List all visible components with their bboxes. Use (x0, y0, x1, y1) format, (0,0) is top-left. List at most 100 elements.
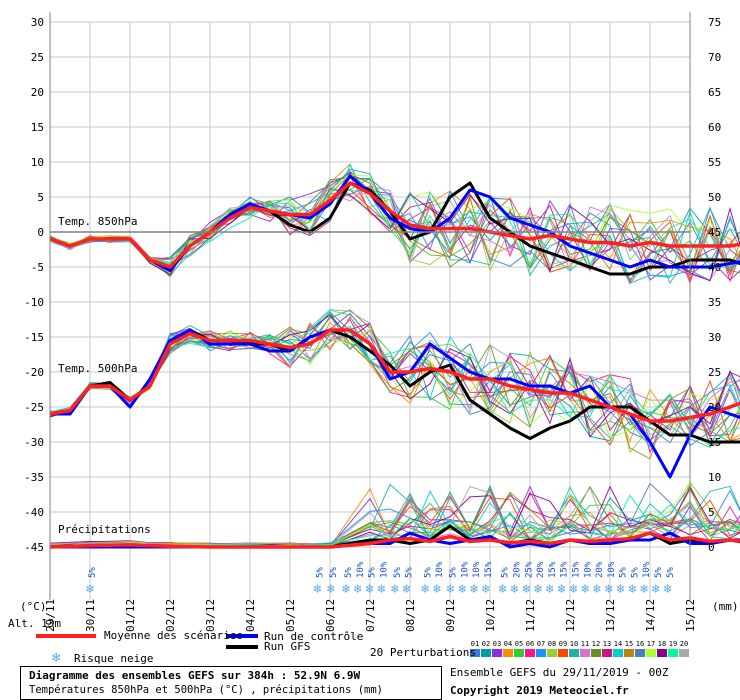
snow-risk-pct: 5% (619, 567, 629, 578)
x-tick-label: 03/12 (204, 599, 217, 632)
snow-flake-icon: ❄ (390, 582, 399, 597)
snow-flake-icon: ❄ (557, 582, 566, 597)
perturbation-number: 11 (581, 640, 589, 648)
mean-t500-line (49, 328, 740, 423)
perturbation-swatch (558, 649, 568, 657)
left-tick-label: -45 (24, 541, 44, 554)
snow-flake-icon: ❄ (639, 582, 648, 597)
snow-risk-pct: 15% (560, 561, 570, 578)
footer-ensemble: Ensemble GEFS du 29/11/2019 - 00Z (450, 666, 669, 679)
perturbation-number: 03 (493, 640, 501, 648)
snow-flake-icon: ❄ (498, 582, 507, 597)
x-tick-label: 14/12 (644, 599, 657, 632)
perturbation-number: 15 (625, 640, 633, 648)
snow-flake-icon: ❄ (568, 582, 577, 597)
snow-flake-icon: ❄ (663, 582, 672, 597)
left-tick-label: -25 (24, 401, 44, 414)
x-tick-label: 09/12 (444, 599, 457, 632)
snow-risk-pct: 10% (356, 561, 366, 578)
perturbation-line (49, 189, 740, 280)
perturbation-lines (49, 163, 740, 548)
perturbation-swatch (591, 649, 601, 657)
right-tick-label: 75 (708, 16, 721, 29)
perturbation-swatch (569, 649, 579, 657)
x-tick-label: 07/12 (364, 599, 377, 632)
perturbation-swatch (580, 649, 590, 657)
snow-flake-icon: ❄ (432, 582, 441, 597)
snow-flake-icon: ❄ (469, 582, 478, 597)
perturbation-number: 16 (636, 640, 644, 648)
legend-gfs-label: Run GFS (264, 640, 311, 653)
mean-t850-line (49, 181, 740, 269)
snow-risk-pct: 10% (435, 561, 445, 578)
main-series-lines (49, 174, 740, 549)
perturbation-number: 20 (680, 640, 688, 648)
left-tick-label: -20 (24, 366, 44, 379)
snow-risk-pct: 10% (607, 561, 617, 578)
perturbation-swatch (635, 649, 645, 657)
right-tick-label: 35 (708, 296, 721, 309)
perturbation-swatch (602, 649, 612, 657)
snow-flake-icon: ❄ (533, 582, 542, 597)
perturbation-number: 17 (647, 640, 655, 648)
mean-precip-line (49, 531, 740, 549)
snow-flake-icon: ❄ (446, 582, 455, 597)
perturbation-swatch (514, 649, 524, 657)
right-tick-label: 10 (708, 471, 721, 484)
x-tick-label: 13/12 (604, 599, 617, 632)
perturbation-number: 10 (570, 640, 578, 648)
perturbation-swatch (503, 649, 513, 657)
x-tick-label: 10/12 (484, 599, 497, 632)
perturbation-number: 05 (515, 640, 523, 648)
snow-flake-icon: ❄ (510, 582, 519, 597)
perturbation-swatch (492, 649, 502, 657)
left-tick-label: 20 (31, 86, 44, 99)
right-tick-label: 50 (708, 191, 721, 204)
left-tick-label: 15 (31, 121, 44, 134)
right-tick-label: 25 (708, 366, 721, 379)
left-tick-label: 30 (31, 16, 44, 29)
x-tick-label: 15/12 (684, 599, 697, 632)
perturbation-line (49, 494, 740, 547)
perturbation-number: 18 (658, 640, 666, 648)
right-tick-label: 30 (708, 331, 721, 344)
x-tick-label: 30/11 (84, 599, 97, 632)
snow-risk-pct: 5% (393, 567, 403, 578)
right-tick-label: 0 (708, 541, 715, 554)
perturbation-swatch (657, 649, 667, 657)
x-tick-label: 08/12 (404, 599, 417, 632)
perturbation-swatch (536, 649, 546, 657)
snow-flake-icon: ❄ (604, 582, 613, 597)
x-tick-label: 12/12 (564, 599, 577, 632)
snow-risk-pct: 5% (449, 567, 459, 578)
left-tick-label: 10 (31, 156, 44, 169)
snow-flake-icon: ❄ (616, 582, 625, 597)
snow-flake-icon: ❄ (365, 582, 374, 597)
snow-risk-pct: 20% (595, 561, 605, 578)
perturbation-line (49, 313, 740, 438)
snow-flake-icon: ❄ (420, 582, 429, 597)
right-tick-label: 45 (708, 226, 721, 239)
footer-box: Diagramme des ensembles GEFS sur 384h : … (20, 666, 442, 700)
snow-risk-pct: 10% (460, 561, 470, 578)
snow-flake-icon: ❄ (326, 582, 335, 597)
right-tick-label: 65 (708, 86, 721, 99)
perturbation-line (49, 189, 740, 283)
perturbation-swatch (679, 649, 689, 657)
left-tick-label: -15 (24, 331, 44, 344)
snow-risk-pct: 25% (524, 561, 534, 578)
t500-panel-label: Temp. 500hPa (58, 362, 137, 375)
left-tick-label: 25 (31, 51, 44, 64)
snow-risk-pct: 15% (571, 561, 581, 578)
left-axis-unit: (°C) (20, 600, 47, 613)
snow-flake-icon: ❄ (402, 582, 411, 597)
snow-flake-icon: ❄ (376, 582, 385, 597)
right-tick-label: 20 (708, 401, 721, 414)
snow-risk-pct: 10% (472, 561, 482, 578)
snow-risk-pct: 5% (344, 567, 354, 578)
perturbation-number: 13 (603, 640, 611, 648)
snow-risk-pct: 5% (329, 567, 339, 578)
snow-risk-pct: 15% (548, 561, 558, 578)
footer-copyright: Copyright 2019 Meteociel.fr (450, 684, 629, 697)
right-tick-label: 55 (708, 156, 721, 169)
